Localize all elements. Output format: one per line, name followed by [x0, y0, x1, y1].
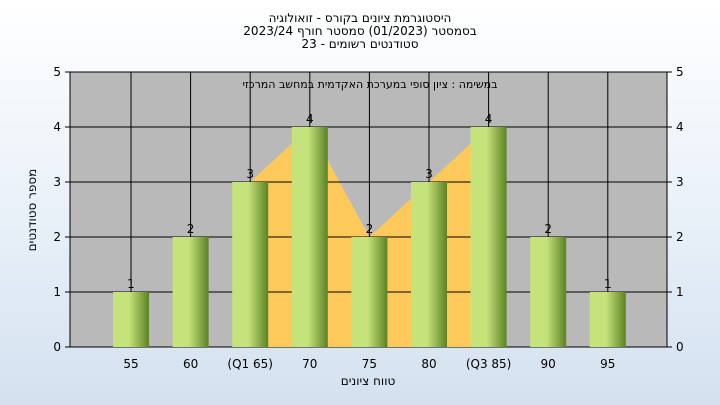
y-tick-label-right: 2	[676, 230, 684, 244]
histogram-bar	[351, 237, 388, 347]
y-axis-right: 0 1 2 3 4 5	[667, 65, 684, 354]
y-tick-label: 3	[53, 175, 61, 189]
histogram-bar	[172, 237, 209, 347]
histogram-bar	[589, 292, 626, 347]
bar-value-label: 2	[187, 222, 195, 236]
x-tick-label: 70	[302, 357, 317, 371]
bar-value-label: 1	[604, 277, 612, 291]
y-tick-label-right: 4	[676, 120, 684, 134]
x-tick-label: (Q1 65)	[227, 357, 273, 371]
x-tick-label: 60	[183, 357, 198, 371]
bar-value-label: 2	[366, 222, 374, 236]
y-tick-label: 4	[53, 120, 61, 134]
y-tick-label: 0	[53, 340, 61, 354]
y-axis-label: מספר סטודנטים	[25, 169, 39, 252]
chart-title: היסטוגרמת ציונים בקורס - זואולוגיה בסמסט…	[243, 11, 476, 51]
histogram-bar	[530, 237, 567, 347]
x-tick-label: 90	[541, 357, 556, 371]
x-axis: 55 60 (Q1 65) 70 75 80 (Q3 85) 90 95	[123, 357, 615, 371]
y-axis-left: 0 1 2 3 4 5	[53, 65, 70, 354]
bar-value-label: 4	[485, 112, 493, 126]
plot-annotation: במשימה : ציון סופי במערכת האקדמית במחשב …	[243, 78, 498, 91]
x-tick-label: (Q3 85)	[466, 357, 512, 371]
y-tick-label-right: 3	[676, 175, 684, 189]
x-tick-label: 55	[123, 357, 138, 371]
bars: 1 2 3 4 2 3 4 2 1	[113, 112, 626, 347]
chart-title-line-1: היסטוגרמת ציונים בקורס - זואולוגיה	[269, 11, 452, 25]
bar-value-label: 1	[127, 277, 135, 291]
histogram-bar	[470, 127, 507, 347]
histogram-bar	[113, 292, 149, 347]
y-tick-label: 2	[53, 230, 61, 244]
histogram-bar	[291, 127, 328, 347]
y-tick-label-right: 0	[676, 340, 684, 354]
x-axis-label: טווח ציונים	[341, 374, 396, 388]
chart-title-line-3: סטודנטים רשומים - 23	[301, 37, 418, 51]
bar-value-label: 4	[306, 112, 314, 126]
x-tick-label: 80	[421, 357, 436, 371]
histogram-bar	[232, 182, 269, 347]
y-tick-label-right: 5	[676, 65, 684, 79]
x-tick-label: 95	[600, 357, 615, 371]
x-tick-label: 75	[362, 357, 377, 371]
y-tick-label: 1	[53, 285, 61, 299]
bar-value-label: 3	[425, 167, 433, 181]
bar-value-label: 2	[544, 222, 552, 236]
y-tick-label-right: 1	[676, 285, 684, 299]
bar-value-label: 3	[246, 167, 254, 181]
y-tick-label: 5	[53, 65, 61, 79]
histogram-bar	[411, 182, 447, 347]
chart-title-line-2: בסמסטר (01/2023) סמסטר חורף 2023/24	[243, 24, 476, 38]
